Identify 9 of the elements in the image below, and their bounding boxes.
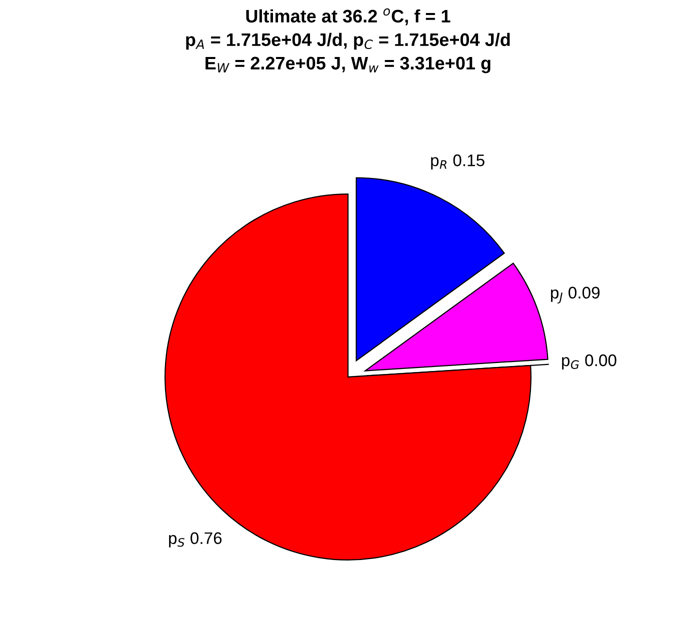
slice-label: p$_{S}$ [169,534,184,548]
data-label: 0.15 [453,154,484,166]
chart-title: Ultimate at 36.2 $^{o}$C, f = 1 p$_{A}$ = 1.715e+04 J/d, p$_{C}$ = 1.715e+04 J/d E$_{W}$ = 2.27e+05 J, W$_{w}$ = 3.31e+01 g [186,8,510,74]
slice-label: p$_{J}$ [551,289,562,304]
data-label: 0.09 [568,286,600,299]
text: 0.00 [585,354,616,366]
slice-label: p$_{R}$ [431,157,446,170]
category-label: p$_{G}$ [562,357,579,370]
data-label: 0.76 [190,532,222,544]
